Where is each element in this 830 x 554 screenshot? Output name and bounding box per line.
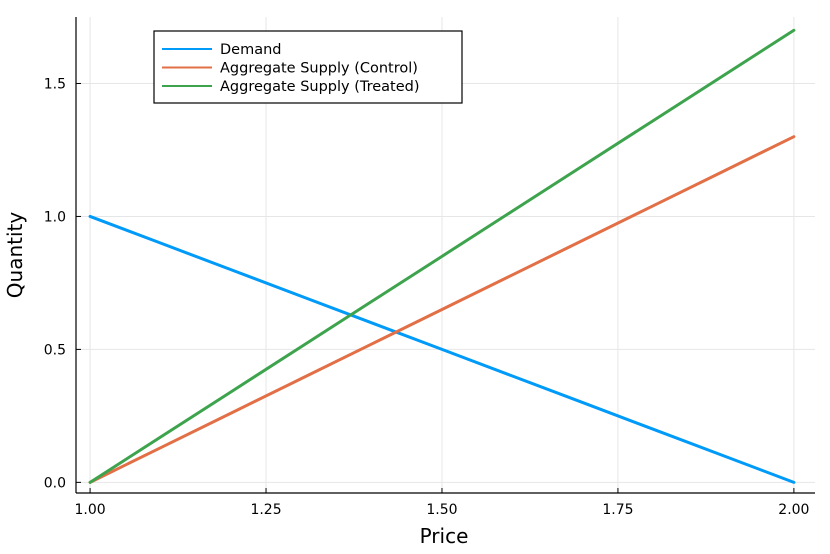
- x-tick-label: 1.50: [426, 502, 457, 518]
- legend-label: Aggregate Supply (Control): [220, 61, 418, 77]
- y-tick-label: 1.5: [44, 76, 66, 92]
- y-axis-title: Quantity: [3, 212, 27, 299]
- tick-labels: 1.00 1.25 1.50 1.75 2.00 0.0 0.5 1.0 1.5: [44, 76, 810, 518]
- legend: Demand Aggregate Supply (Control) Aggregat…: [153, 30, 463, 104]
- series-line-2: [88, 28, 796, 484]
- axes: [75, 17, 815, 494]
- x-tick-label: 1.75: [602, 502, 633, 518]
- series-line-1: [88, 135, 796, 484]
- x-tick-label: 1.00: [74, 502, 105, 518]
- x-tick-label: 2.00: [778, 502, 809, 518]
- series-line-0: [88, 214, 796, 484]
- x-tick-label: 1.25: [250, 502, 281, 518]
- x-axis-title: Price: [420, 524, 469, 548]
- legend-label: Aggregate Supply (Treated): [220, 79, 420, 95]
- legend-label: Demand: [220, 42, 282, 58]
- series-lines: [88, 28, 796, 484]
- y-tick-label: 0.0: [44, 475, 66, 491]
- y-tick-label: 1.0: [44, 209, 66, 225]
- y-tick-label: 0.5: [44, 342, 66, 358]
